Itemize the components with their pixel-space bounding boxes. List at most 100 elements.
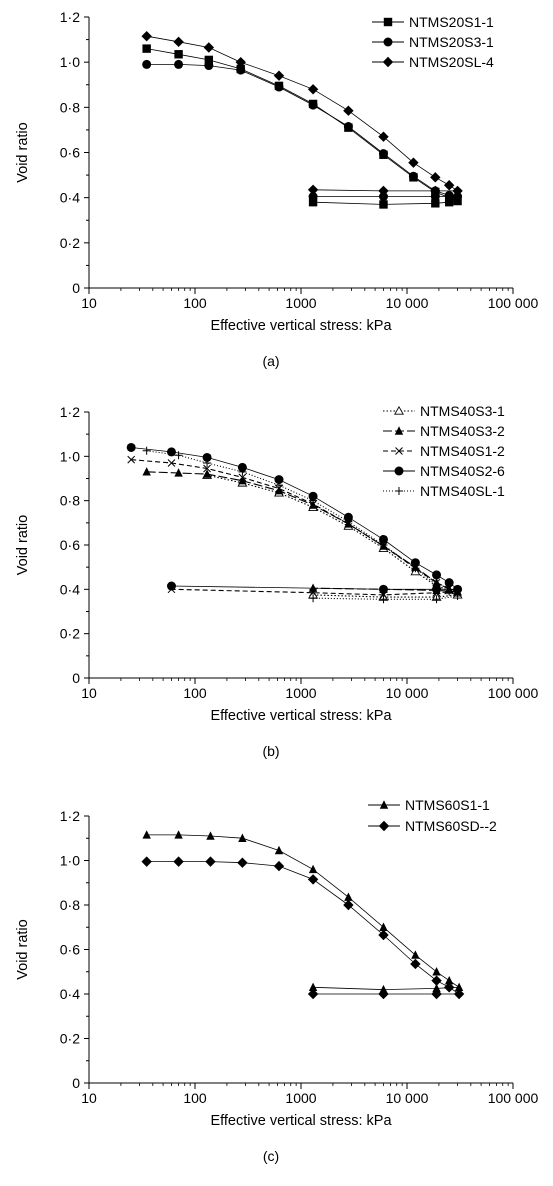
y-tick-label-c: 1·2	[60, 808, 80, 824]
y-tick-label-c: 0	[72, 1075, 80, 1091]
data-point-ntms60sd-2	[453, 988, 465, 1000]
x-tick-label-c: 1000	[285, 1090, 316, 1106]
data-point-ntms20sl-4	[378, 185, 389, 197]
y-tick-label-c: 0·6	[60, 942, 80, 958]
y-tick-label-a: 0·8	[60, 99, 80, 115]
legend-marker-ntms60s1-1	[379, 800, 389, 809]
data-point-ntms20s1-1	[379, 200, 388, 209]
series-line-ntms60sd-2	[146, 861, 461, 995]
legend-entry-ntms40sl-1: NTMS40SL-1	[383, 483, 505, 499]
data-point-ntms40s2-6	[378, 584, 388, 594]
data-point-ntms60sd-2	[141, 856, 152, 867]
data-point-ntms40s2-6	[444, 578, 454, 588]
data-point-ntms40s3-2	[308, 583, 318, 592]
series-ntms40sl-1	[142, 446, 462, 604]
data-point-ntms40sl-1	[309, 496, 318, 505]
legend-marker-ntms40s3-2	[394, 426, 404, 435]
data-point-ntms40s1-2	[309, 588, 317, 597]
y-tick-label-a: 0·6	[60, 145, 80, 161]
x-tick-label-b: 10 000	[386, 685, 429, 701]
data-point-ntms20s3-1	[378, 192, 388, 202]
data-point-ntms60s1-1	[432, 967, 441, 976]
y-axis-label-b: Void ratio	[15, 515, 31, 575]
series-ntms40s2-6	[126, 442, 463, 594]
data-point-ntms20sl-4	[452, 185, 463, 197]
x-tick-label-c: 10	[81, 1090, 97, 1106]
data-point-ntms20s3-1	[142, 59, 152, 69]
data-point-ntms40s2-6	[308, 491, 318, 501]
data-point-ntms20s3-1	[343, 122, 353, 132]
y-tick-label-a: 1·0	[60, 54, 80, 70]
legend-marker-ntms40s3-1	[394, 405, 404, 415]
legend-label-ntms60sd-2: NTMS60SD--2	[405, 818, 497, 834]
data-point-ntms40s2-6	[378, 534, 388, 544]
data-point-ntms40sl-1	[379, 595, 388, 604]
series-line-ntms40s2-6	[131, 447, 459, 590]
data-point-ntms60s1-1	[344, 892, 353, 901]
x-tick-label-b: 1000	[285, 685, 316, 701]
data-point-ntms20sl-4	[141, 30, 152, 42]
data-point-ntms20s3-1	[408, 171, 418, 181]
data-point-ntms60sd-2	[378, 988, 389, 1000]
x-axis-label-a: Effective vertical stress: kPa	[210, 318, 392, 334]
data-point-ntms60s1-1	[308, 864, 318, 874]
chart-a-svg: 0 0·2 0·4 0·6 0·8 1·0 1·2 10 100 1000 10 000 100 00…	[15, 9, 539, 369]
data-point-ntms40s2-6	[202, 452, 212, 462]
chart-c-svg: 0 0·2 0·4 0·6 0·8 1·0 1·2 10 100 1000 10 000 100 00…	[15, 797, 539, 1164]
y-axis-label-c: Void ratio	[15, 919, 31, 979]
data-point-ntms40s2-6	[343, 512, 353, 522]
data-point-ntms40s3-2	[274, 485, 284, 495]
y-tick-label-b: 0·6	[60, 537, 80, 553]
data-point-ntms20s3-1	[378, 149, 388, 159]
data-point-ntms60sd-2	[307, 988, 319, 1000]
data-point-ntms40s2-6	[432, 570, 442, 580]
data-point-ntms20s3-1	[204, 61, 214, 71]
data-point-ntms20sl-4	[378, 131, 389, 142]
data-point-ntms40sl-1	[344, 517, 353, 526]
data-point-ntms20s3-1	[274, 82, 284, 92]
data-point-ntms40sl-1	[411, 564, 420, 573]
data-point-ntms60sd-2	[173, 856, 184, 867]
data-point-ntms40sl-1	[142, 446, 151, 455]
panel-label-b: (b)	[262, 743, 279, 759]
data-point-ntms20sl-4	[235, 56, 246, 68]
data-point-ntms40s3-2	[142, 467, 151, 476]
data-point-ntms40sl-1	[453, 591, 462, 600]
data-point-ntms60s1-1	[142, 830, 151, 839]
y-tick-label-b: 0·8	[60, 493, 80, 509]
x-tick-label-b: 10	[81, 685, 97, 701]
series-line-ntms20s1-1	[146, 48, 460, 205]
legend-entry-ntms40s2-6: NTMS40S2-6	[383, 463, 505, 479]
legend-entry-ntms20s3-1: NTMS20S3-1	[372, 34, 494, 50]
data-point-ntms40sl-1	[432, 580, 441, 589]
chart-panel-a: 0 0·2 0·4 0·6 0·8 1·0 1·2 10 100 1000 10 000 100 00…	[0, 0, 553, 395]
legend-label-ntms40sl-1: NTMS40SL-1	[420, 483, 505, 499]
panel-label-c: (c)	[263, 1148, 279, 1164]
data-point-ntms40sl-1	[174, 451, 183, 460]
data-point-ntms20s3-1	[453, 192, 463, 202]
data-point-ntms20sl-4	[430, 185, 441, 197]
data-point-ntms20sl-4	[203, 42, 215, 53]
series-ntms40s1-2	[127, 455, 462, 599]
data-point-ntms40s3-2	[238, 476, 247, 485]
data-point-ntms20s3-1	[236, 65, 246, 75]
series-ntms20sl-4	[141, 30, 463, 197]
data-point-ntms20s1-1	[444, 197, 454, 207]
x-tick-label-b: 100	[183, 685, 207, 701]
data-point-ntms60s1-1	[174, 830, 183, 839]
x-tick-label-a: 10	[81, 295, 97, 311]
legend-label-ntms40s3-2: NTMS40S3-2	[420, 423, 505, 439]
x-tick-label-b: 100 000	[488, 685, 539, 701]
data-point-ntms20sl-4	[173, 36, 184, 48]
data-point-ntms60s1-1	[444, 975, 454, 985]
data-point-ntms20sl-4	[273, 70, 285, 81]
data-point-ntms20s3-1	[308, 100, 318, 110]
legend-entry-ntms20sl-4: NTMS20SL-4	[372, 54, 494, 70]
chart-b-svg: 0 0·2 0·4 0·6 0·8 1·0 1·2 10 100 1000 10 000 100 00…	[15, 403, 539, 759]
data-point-ntms60s1-1	[411, 950, 420, 959]
legend-entry-ntms20s1-1: NTMS20S1-1	[372, 14, 494, 30]
x-tick-label-c: 10 000	[386, 1090, 429, 1106]
data-point-ntms20sl-4	[408, 157, 419, 168]
x-axis-label-b: Effective vertical stress: kPa	[210, 708, 392, 724]
data-point-ntms60sd-2	[343, 899, 354, 911]
